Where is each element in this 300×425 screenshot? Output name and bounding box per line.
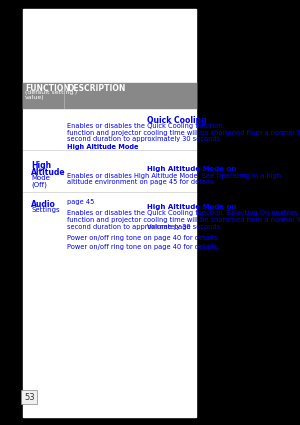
Text: value): value) (25, 95, 44, 100)
Text: (default setting /: (default setting / (25, 90, 77, 95)
Text: Mode: Mode (32, 175, 50, 181)
Text: function and projector cooling time will be shortened from a normal 90-: function and projector cooling time will… (67, 130, 300, 136)
Text: second duration to approximately 30 seconds.: second duration to approximately 30 seco… (67, 136, 222, 142)
Text: (Off): (Off) (32, 182, 47, 188)
Bar (23, 8, 196, 416)
Text: High: High (32, 162, 52, 170)
Text: second duration to approximately 30 seconds.: second duration to approximately 30 seco… (67, 224, 222, 230)
Text: FUNCTION: FUNCTION (25, 84, 70, 93)
Text: Enables or disables the Quick Cooling function. Selecting On enables the: Enables or disables the Quick Cooling fu… (67, 210, 300, 216)
Text: High Altitude Mode on: High Altitude Mode on (147, 204, 237, 210)
Text: Power on/off ring tone on page 40 for details.: Power on/off ring tone on page 40 for de… (67, 235, 219, 241)
Text: Volume page: Volume page (147, 224, 191, 230)
Text: DESCRIPTION: DESCRIPTION (67, 84, 125, 93)
Text: Audio: Audio (32, 200, 56, 209)
Text: High Altitude Mode: High Altitude Mode (67, 144, 139, 150)
Text: Power on/off ring tone on page 40 for details.: Power on/off ring tone on page 40 for de… (67, 244, 219, 250)
Text: Enables or disables High Altitude Mode. See Operating in a high: Enables or disables High Altitude Mode. … (67, 173, 281, 178)
Text: Settings: Settings (32, 207, 60, 212)
Bar (23, 83, 196, 108)
Text: Quick Cooling: Quick Cooling (147, 116, 207, 125)
Text: page 45: page 45 (67, 199, 94, 205)
Text: 53: 53 (24, 393, 34, 402)
Text: High Altitude Mode on: High Altitude Mode on (147, 166, 237, 172)
Text: Enables or disables the Quick Cooling function.: Enables or disables the Quick Cooling fu… (67, 123, 225, 129)
Text: function and projector cooling time will be shortened from a normal 90-: function and projector cooling time will… (67, 217, 300, 223)
Text: Altitude: Altitude (32, 168, 66, 177)
Text: altitude environment on page 45 for details.: altitude environment on page 45 for deta… (67, 179, 215, 185)
